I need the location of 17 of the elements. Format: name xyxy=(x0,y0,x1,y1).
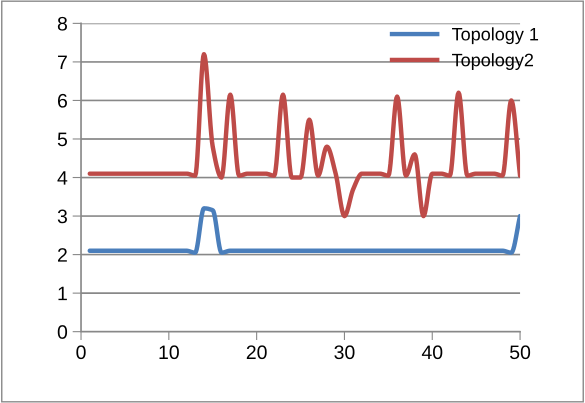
y-tick-label: 8 xyxy=(58,16,67,31)
x-tick-label: 20 xyxy=(246,345,267,360)
y-tick-label: 1 xyxy=(58,286,67,300)
y-tick-label: 4 xyxy=(57,171,68,185)
x-tick-label: 10 xyxy=(160,345,179,360)
legend-label: Topology 1 xyxy=(452,27,538,44)
y-tick-label: 5 xyxy=(58,132,68,146)
y-tick-label: 2 xyxy=(58,248,67,262)
x-tick-label: 40 xyxy=(422,345,442,360)
x-tick-label: 0 xyxy=(76,345,86,360)
y-tick-label: 7 xyxy=(58,56,67,69)
x-tick-label: 30 xyxy=(334,345,355,360)
x-tick-label: 50 xyxy=(510,345,530,360)
y-tick-label: 0 xyxy=(58,325,68,339)
legend-label: Topology2 xyxy=(452,53,534,70)
y-tick-label: 3 xyxy=(58,210,67,224)
y-tick-label: 6 xyxy=(58,94,67,108)
